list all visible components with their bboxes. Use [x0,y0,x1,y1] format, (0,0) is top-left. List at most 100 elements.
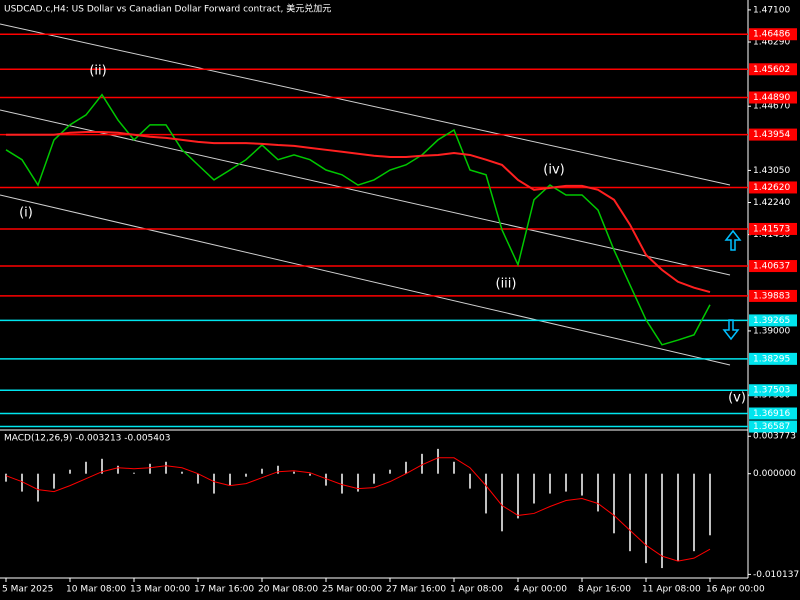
x-tick-label: 5 Mar 2025 [2,585,53,595]
macd-bar [213,473,215,494]
level-label: 1.36587 [753,422,790,432]
x-tick-label: 4 Apr 00:00 [514,585,567,595]
y-tick-label: 1.44670 [753,102,790,112]
macd-bar [437,448,439,474]
y-tick-label: 1.41430 [753,230,790,240]
macd-bar [21,473,23,492]
macd-bar [549,473,551,494]
channel-line [0,23,731,186]
level-label-box [749,128,797,141]
x-tick-label: 20 Mar 08:00 [258,585,318,595]
x-tick-label: 25 Mar 00:00 [322,585,382,595]
level-label: 1.39265 [753,316,790,326]
macd-bar [341,473,343,494]
level-label: 1.43954 [753,130,790,140]
wave-label: (v) [728,391,746,406]
macd-bar [181,471,183,474]
macd-bar [661,473,663,569]
x-tick-label: 10 Mar 08:00 [66,585,126,595]
macd-bar [117,465,119,474]
macd-bar [469,473,471,489]
macd-bar [197,473,199,484]
level-label-box [749,181,797,194]
macd-bar [373,473,375,484]
macd-bar [149,463,151,474]
up-arrow-icon [724,229,742,251]
level-label-box [749,63,797,76]
level-label-box [749,222,797,235]
y-tick-label: -0.010137 [753,570,799,580]
down-arrow-icon [722,319,740,341]
moving-average [6,130,711,294]
x-tick-label: 8 Apr 16:00 [578,585,631,595]
macd-bar [533,473,535,504]
macd-bar [613,473,615,534]
macd-bar [53,473,55,489]
level-label: 1.46486 [753,30,790,40]
y-tick-label: 1.47100 [753,5,790,15]
macd-bar [101,458,103,474]
macd-bar [517,473,519,519]
chart-title: USDCAD.c,H4: US Dollar vs Canadian Dolla… [4,3,331,15]
level-label-box [749,289,797,302]
level-label: 1.42620 [753,183,790,193]
level-label: 1.44890 [753,93,790,103]
level-label: 1.45602 [753,65,790,75]
level-label-box [749,91,797,104]
level-label: 1.37503 [753,386,790,396]
macd-bar [357,473,359,492]
indicator-title: MACD(12,26,9) -0.003213 -0.005403 [4,434,170,444]
macd-bar [69,469,71,474]
macd-bar [677,473,679,562]
level-label-box [749,384,797,397]
macd-bar [133,472,135,474]
macd-bar [85,461,87,474]
macd-bar [693,473,695,552]
macd-bar [565,473,567,492]
macd-bar [165,461,167,474]
level-label-box [749,260,797,273]
macd-bar [389,469,391,474]
macd-bar [629,473,631,552]
y-tick-label: 0.000000 [753,469,796,479]
x-tick-label: 27 Mar 16:00 [386,585,446,595]
y-tick-label: 1.46290 [753,38,790,48]
x-tick-label: 13 Mar 00:00 [130,585,190,595]
y-tick-label: 0.003773 [753,432,796,442]
signal-line [5,457,711,562]
level-label-box [749,407,797,420]
level-label-box [749,420,797,433]
macd-bar [421,453,423,474]
level-label: 1.40637 [753,262,790,272]
wave-label: (i) [19,206,33,221]
macd-bar [293,471,295,474]
y-tick-label: 1.39000 [753,326,790,336]
macd-bar [277,465,279,474]
macd-bar [309,473,311,476]
macd-bar [645,473,647,564]
level-label: 1.38295 [753,354,790,364]
macd-bar [501,473,503,532]
level-label-box [749,28,797,41]
macd-bar [405,461,407,474]
macd-bar [325,473,327,486]
macd-bar [37,473,39,502]
macd-bar [597,473,599,512]
macd-bar [453,461,455,474]
x-tick-label: 1 Apr 08:00 [450,585,503,595]
wave-label: (iii) [496,277,517,292]
level-label-box [749,314,797,327]
macd-bar [245,473,247,477]
y-tick-label: 1.43050 [753,166,790,176]
macd-bar [5,473,7,482]
x-tick-label: 11 Apr 08:00 [642,585,701,595]
level-label-box [749,352,797,365]
macd-bar [709,473,711,536]
wave-label: (ii) [89,64,106,79]
wave-label: (iv) [543,163,564,178]
y-tick-label: 1.42240 [753,198,790,208]
level-label: 1.41573 [753,224,790,234]
x-tick-label: 16 Apr 00:00 [706,585,765,595]
